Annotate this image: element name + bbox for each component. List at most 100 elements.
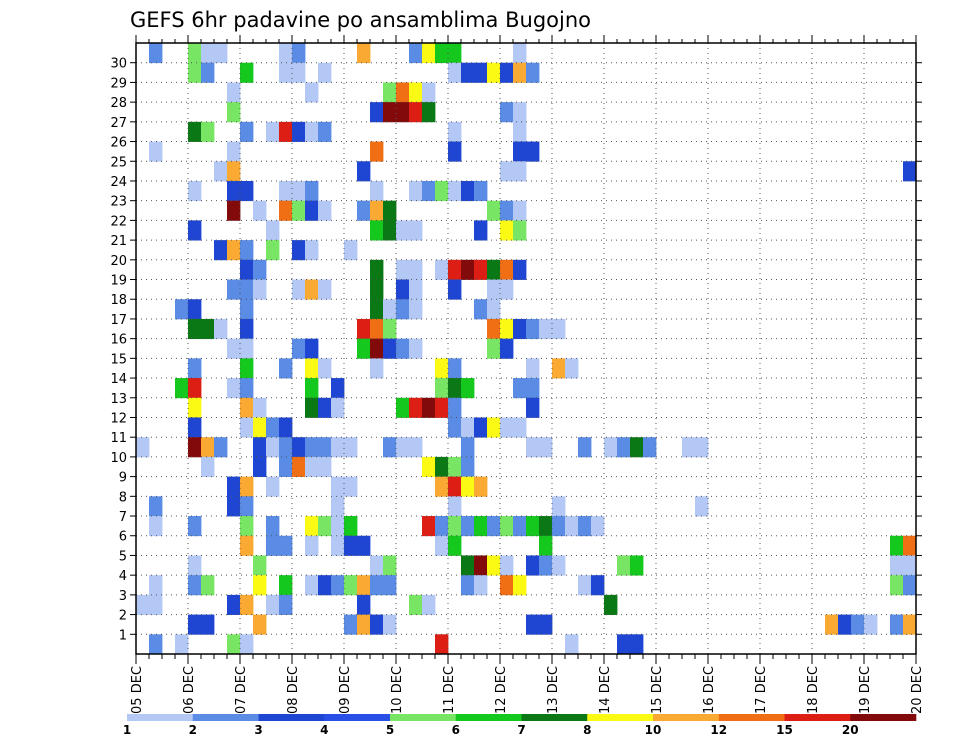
precip-cell — [383, 437, 397, 458]
precip-cell — [266, 594, 280, 615]
precip-cell — [240, 299, 254, 320]
precip-cell — [500, 220, 514, 241]
precip-cell — [305, 338, 319, 359]
precip-cell — [370, 259, 384, 280]
precip-cell — [552, 516, 566, 537]
precip-cell — [188, 299, 202, 320]
precip-cell — [500, 259, 514, 280]
precip-cell — [500, 575, 514, 596]
y-tick-label: 22 — [110, 214, 127, 229]
precip-cell — [292, 43, 306, 64]
precip-cell — [201, 318, 215, 340]
precip-cell — [370, 180, 384, 202]
precip-cell — [448, 516, 462, 537]
precip-cell — [305, 535, 319, 556]
precip-cell — [331, 437, 345, 458]
precip-cell — [305, 279, 319, 300]
precip-cell — [305, 121, 319, 142]
precip-cell — [396, 279, 410, 300]
precip-cell — [409, 102, 423, 123]
precip-cell — [227, 161, 241, 182]
precip-cell — [305, 378, 319, 399]
precip-cell — [279, 358, 293, 379]
precip-cell — [331, 476, 345, 497]
precip-cell — [214, 437, 228, 458]
precip-cell — [890, 614, 904, 635]
precip-cell — [240, 338, 254, 359]
precip-cell — [396, 82, 410, 103]
precip-cell — [188, 43, 202, 64]
precip-cell — [188, 614, 202, 635]
precip-cell — [474, 299, 488, 320]
colorbar-label: 12 — [710, 723, 727, 737]
precip-cell — [227, 240, 241, 261]
precip-cell — [422, 43, 436, 64]
precip-cell — [461, 476, 475, 497]
precip-cell — [266, 516, 280, 537]
precip-cell — [604, 437, 618, 458]
precip-cell — [435, 516, 449, 537]
precip-cell — [461, 62, 475, 83]
precip-cell — [591, 575, 605, 596]
precip-cell — [240, 496, 254, 517]
precip-cell — [461, 417, 475, 438]
colorbar-label: 1 — [123, 723, 131, 737]
precip-cell — [578, 516, 592, 537]
precip-cell — [825, 614, 839, 635]
precip-cell — [448, 535, 462, 556]
precip-cell — [240, 634, 254, 655]
precip-cell — [240, 417, 254, 438]
precip-cell — [903, 535, 917, 556]
precip-cell — [474, 555, 488, 576]
precip-cell — [500, 338, 514, 359]
precip-cell — [370, 555, 384, 576]
y-tick-label: 27 — [110, 116, 127, 131]
precip-cell — [188, 318, 202, 340]
precip-cell — [474, 259, 488, 280]
x-tick-label: 16 DEC — [702, 666, 717, 714]
precip-cell — [279, 456, 293, 478]
precip-cell — [357, 338, 371, 359]
y-tick-label: 23 — [110, 195, 127, 210]
y-tick-label: 15 — [110, 352, 127, 367]
precip-cell — [500, 200, 514, 221]
precip-cell — [370, 220, 384, 241]
precip-cell — [474, 62, 488, 83]
precip-cell — [279, 575, 293, 596]
precip-cell — [838, 614, 852, 635]
precip-cell — [539, 437, 553, 458]
precip-cell — [370, 299, 384, 320]
precip-cell — [266, 220, 280, 241]
precip-cell — [383, 102, 397, 123]
precip-cell — [292, 121, 306, 142]
precip-cell — [448, 43, 462, 64]
precip-cell — [396, 437, 410, 458]
precip-cell — [227, 141, 241, 162]
x-tick-label: 18 DEC — [806, 666, 821, 714]
precip-cell — [266, 535, 280, 556]
colorbar-swatch — [127, 714, 194, 721]
precip-cell — [448, 121, 462, 142]
precip-cell — [149, 634, 163, 655]
precip-cell — [643, 437, 657, 458]
colorbar-swatch — [653, 714, 720, 721]
precip-cell — [474, 575, 488, 596]
precip-cell — [513, 141, 527, 162]
precip-cell — [227, 476, 241, 497]
precip-cell — [630, 634, 644, 655]
precip-cell — [357, 575, 371, 596]
precip-cell — [448, 476, 462, 497]
precip-cell — [370, 358, 384, 379]
precip-cell — [305, 200, 319, 221]
colorbar-swatch — [718, 714, 785, 721]
precip-cell — [370, 338, 384, 359]
precip-cell — [149, 141, 163, 162]
precip-cell — [149, 496, 163, 517]
precip-cell — [487, 318, 501, 340]
precip-cell — [149, 43, 163, 64]
precip-cell — [201, 43, 215, 64]
precip-cell — [305, 456, 319, 478]
precip-cell — [188, 220, 202, 241]
precip-cell — [396, 259, 410, 280]
precip-cell — [448, 397, 462, 418]
